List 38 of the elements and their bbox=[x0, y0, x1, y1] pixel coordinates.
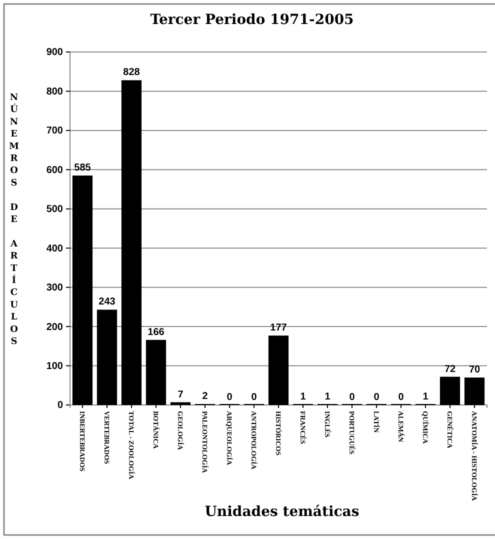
y-tick-label: 0 bbox=[57, 400, 64, 412]
y-tick-label: 400 bbox=[46, 243, 64, 254]
data-label: 1 bbox=[300, 392, 306, 403]
data-label: 166 bbox=[148, 326, 165, 338]
data-label: 70 bbox=[468, 364, 481, 376]
bar bbox=[72, 176, 93, 405]
y-tick-label: 900 bbox=[46, 47, 64, 58]
data-label: 0 bbox=[349, 392, 356, 403]
chart-title: Tercer Periodo 1971-2005 bbox=[150, 12, 354, 28]
bar bbox=[96, 310, 118, 405]
bar bbox=[440, 376, 460, 405]
y-tick-label: 200 bbox=[46, 322, 64, 333]
data-label: 243 bbox=[98, 296, 116, 308]
data-label: 0 bbox=[251, 392, 258, 403]
data-label: 177 bbox=[270, 322, 288, 334]
data-label: 1 bbox=[324, 392, 331, 403]
y-tick-label: 700 bbox=[46, 126, 64, 137]
bar bbox=[464, 378, 485, 405]
data-label: 0 bbox=[374, 392, 380, 403]
bar bbox=[146, 340, 166, 405]
data-label: 0 bbox=[226, 392, 233, 403]
bar bbox=[170, 402, 191, 405]
bar bbox=[268, 336, 289, 405]
y-tick-label: 100 bbox=[46, 360, 64, 372]
y-tick-label: 300 bbox=[46, 282, 64, 294]
data-label: 585 bbox=[74, 162, 92, 174]
bar bbox=[121, 80, 142, 405]
data-label: 2 bbox=[202, 391, 208, 402]
data-label: 7 bbox=[178, 389, 184, 400]
data-label: 828 bbox=[123, 67, 140, 78]
x-axis-title: Unidades temáticas bbox=[204, 504, 360, 520]
text: NÚNEMROS DE ARTÍCULOS bbox=[9, 93, 19, 347]
y-tick-label: 500 bbox=[46, 204, 64, 216]
data-label: 0 bbox=[398, 392, 404, 403]
data-label: 1 bbox=[422, 392, 429, 403]
data-label: 72 bbox=[444, 364, 456, 375]
y-tick-label: 600 bbox=[46, 164, 64, 176]
y-tick-label: 800 bbox=[46, 86, 64, 98]
